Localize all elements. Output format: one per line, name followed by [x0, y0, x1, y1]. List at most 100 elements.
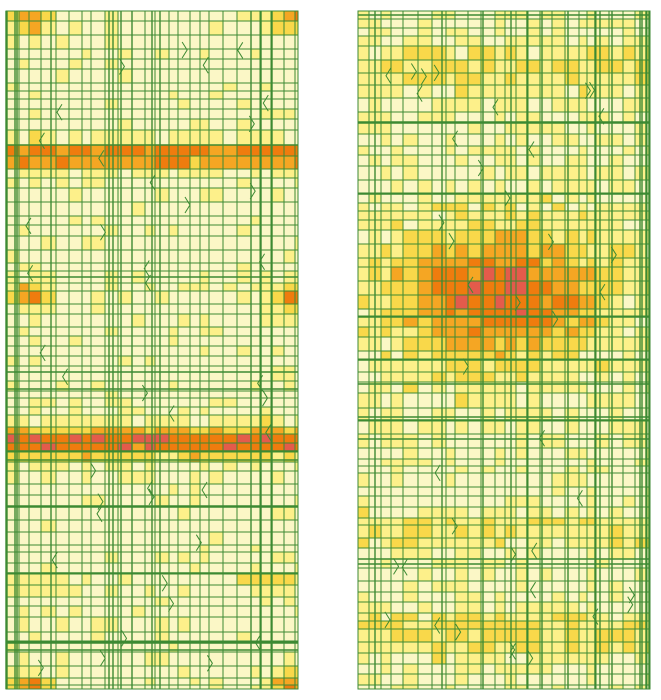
heat-cell	[132, 314, 145, 327]
heat-cell	[552, 230, 565, 244]
heat-cell	[446, 98, 455, 112]
heat-cell	[418, 351, 432, 359]
heat-cell	[391, 525, 403, 538]
heat-cell	[145, 225, 155, 236]
heat-cell	[19, 678, 29, 685]
heat-cell	[596, 316, 609, 327]
heat-cell	[481, 568, 495, 581]
heat-cell	[552, 337, 565, 351]
heat-cell	[623, 421, 635, 434]
heat-cell	[295, 236, 298, 250]
heat-cell	[455, 220, 468, 230]
heat-cell	[295, 145, 298, 156]
heat-cell	[82, 452, 91, 462]
heat-cell	[596, 466, 609, 473]
heat-cell	[200, 145, 209, 156]
heat-cell	[468, 359, 481, 372]
heat-cell	[69, 21, 82, 35]
heat-cell	[209, 415, 223, 427]
heat-cell	[609, 507, 623, 518]
heat-cell	[391, 281, 403, 295]
heat-cell	[155, 415, 169, 427]
heat-cell	[178, 452, 190, 462]
heat-cell	[418, 19, 432, 28]
heat-cell	[209, 685, 223, 689]
heat-cell	[596, 134, 609, 146]
heat-cell	[432, 327, 446, 337]
heat-cell	[596, 393, 609, 408]
heat-cell	[358, 629, 369, 642]
heat-cell	[391, 434, 403, 448]
heat-cell	[540, 36, 552, 46]
heat-cell	[271, 188, 284, 202]
heat-cell	[41, 398, 56, 407]
heat-cell	[381, 359, 391, 372]
heat-cell	[455, 393, 468, 408]
heat-cell	[455, 518, 468, 525]
heat-cell	[481, 203, 495, 211]
heat-cell	[455, 244, 468, 258]
heat-cell	[118, 119, 132, 130]
heat-cell	[481, 46, 495, 60]
heat-cell	[495, 359, 505, 372]
heat-cell	[552, 244, 565, 258]
heat-cell	[565, 73, 579, 85]
heat-cell	[446, 525, 455, 538]
heat-cell	[495, 134, 505, 146]
heat-cell	[516, 421, 528, 434]
heat-cell	[446, 309, 455, 316]
heat-cell	[446, 281, 455, 295]
heat-cell	[565, 642, 579, 653]
heat-cell	[391, 613, 403, 621]
heat-cell	[495, 613, 505, 621]
heat-cell	[19, 263, 29, 271]
heat-cell	[528, 60, 540, 73]
heat-cell	[596, 112, 609, 123]
heat-cell	[105, 462, 118, 471]
heat-cell	[623, 28, 635, 36]
heat-cell	[403, 525, 418, 538]
heat-cell	[391, 267, 403, 281]
heat-cell	[82, 145, 91, 156]
heat-cell	[200, 156, 209, 169]
heat-cell	[587, 525, 596, 538]
heat-cell	[91, 216, 105, 225]
heat-cell	[19, 666, 29, 678]
heat-cell	[596, 434, 609, 448]
heat-cell	[391, 155, 403, 166]
heat-cell	[56, 585, 69, 597]
heat-cell	[552, 267, 565, 281]
heat-cell	[200, 545, 209, 552]
heat-cell	[237, 632, 251, 641]
heat-cell	[495, 664, 505, 674]
heat-cell	[623, 230, 635, 244]
heat-cell	[209, 169, 223, 178]
heat-cell	[251, 685, 260, 689]
heat-cell	[391, 85, 403, 98]
heat-cell	[528, 155, 540, 166]
heat-cell	[91, 304, 105, 314]
heat-cell	[271, 506, 284, 520]
heat-cell	[495, 281, 505, 295]
heat-cell	[495, 19, 505, 28]
heat-cell	[596, 19, 609, 28]
heat-cell	[528, 258, 540, 267]
heat-cell	[516, 621, 528, 629]
heat-cell	[251, 666, 260, 678]
heat-cell	[623, 372, 635, 382]
heat-cell	[481, 85, 495, 98]
heat-cell	[516, 568, 528, 581]
heat-cell	[635, 60, 647, 73]
heat-cell	[381, 538, 391, 548]
heat-cell	[596, 372, 609, 382]
heat-cell	[19, 169, 29, 178]
heat-cell	[609, 73, 623, 85]
heat-cell	[468, 123, 481, 134]
heat-cell	[565, 473, 579, 487]
heat-cell	[178, 415, 190, 427]
heat-cell	[552, 473, 565, 487]
heat-cell	[579, 258, 587, 267]
heat-cell	[381, 166, 391, 180]
heat-cell	[69, 398, 82, 407]
heat-cell	[381, 73, 391, 85]
